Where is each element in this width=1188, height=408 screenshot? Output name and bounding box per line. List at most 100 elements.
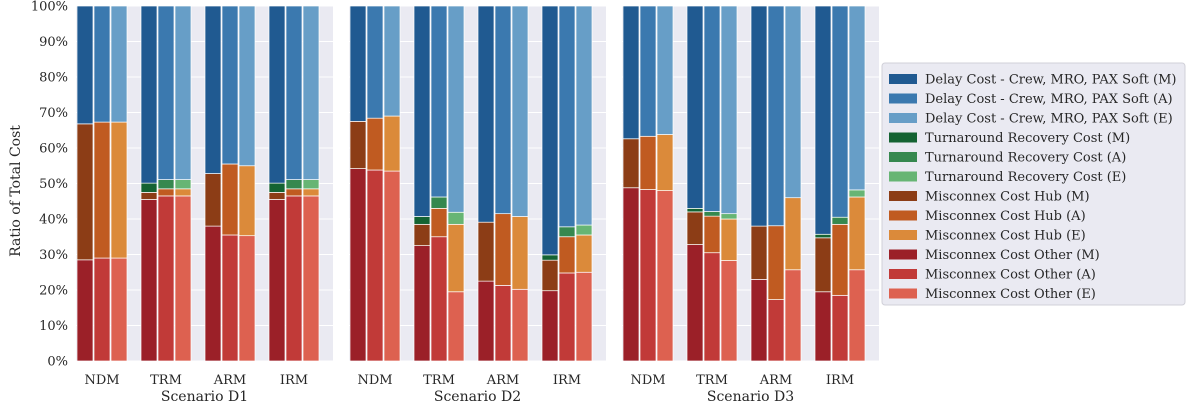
x-tick-label: IRM: [280, 373, 308, 388]
bar-segment-other-ndm-a: [93, 257, 111, 362]
bar-segment-hub-arm-a: [494, 213, 512, 286]
legend-entry: Misconnex Cost Hub (E): [889, 229, 1086, 244]
x-tick-label: ARM: [759, 373, 793, 388]
bar-segment-hub-ndm-m: [622, 138, 640, 189]
legend-entry: Delay Cost - Crew, MRO, PAX Soft (A): [889, 92, 1173, 107]
bar-segment-delay-arm-e: [784, 5, 802, 199]
legend-swatch: [889, 113, 917, 123]
bar-segment-delay-trm-m: [140, 5, 158, 184]
bar-segment-other-arm-m: [750, 279, 768, 362]
bar-segment-delay-ndm-m: [622, 5, 640, 140]
x-axis-title: Scenario D1: [161, 389, 248, 405]
bar-segment-delay-irm-a: [831, 5, 849, 218]
bar-segment-delay-arm-a: [221, 5, 239, 165]
y-tick-label: 0%: [47, 355, 68, 370]
legend: Delay Cost - Crew, MRO, PAX Soft (M) Dela…: [881, 62, 1186, 306]
legend-swatch: [889, 93, 917, 104]
bar-group-irm: [541, 5, 593, 362]
bar-segment-hub-arm-a: [221, 163, 239, 236]
x-tick-label: TRM: [696, 373, 728, 388]
y-tick-label: 50%: [39, 177, 68, 192]
bar-segment-hub-ndm-m: [349, 121, 367, 169]
bar-segment-other-arm-e: [238, 235, 256, 362]
bar-segment-other-ndm-e: [383, 170, 401, 362]
bar-segment-hub-ndm-a: [93, 121, 111, 259]
legend-entry: Misconnex Cost Other (A): [889, 268, 1096, 283]
bar-segment-delay-irm-e: [575, 5, 593, 226]
bar-segment-hub-trm-m: [140, 192, 158, 200]
legend-frame: [881, 62, 1186, 306]
bar-segment-other-irm-e: [848, 269, 866, 362]
bar-segment-turn-irm-m: [814, 233, 832, 239]
bar-segment-turn-trm-e: [447, 211, 465, 225]
bar-segment-other-irm-a: [285, 195, 303, 362]
bar-segment-hub-irm-e: [302, 188, 320, 197]
legend-swatch: [889, 269, 917, 279]
legend-label: Turnaround Recovery Cost (M): [925, 131, 1130, 146]
bar-segment-other-trm-e: [720, 260, 738, 362]
x-axis-title: Scenario D3: [707, 389, 794, 405]
bar-segment-hub-arm-m: [477, 221, 495, 282]
x-tick-label: ARM: [486, 373, 520, 388]
bar-segment-other-ndm-a: [366, 169, 384, 362]
bar-segment-turn-trm-e: [174, 179, 192, 190]
bar-segment-other-irm-m: [814, 291, 832, 362]
bar-segment-other-ndm-e: [110, 257, 128, 362]
bar-segment-hub-arm-m: [750, 225, 768, 280]
bar-segment-hub-ndm-e: [110, 121, 128, 259]
bar-segment-delay-trm-a: [430, 5, 448, 198]
legend-label: Misconnex Cost Hub (E): [925, 229, 1086, 244]
bar-segment-hub-trm-e: [447, 223, 465, 293]
x-tick-label: IRM: [553, 373, 581, 388]
legend-entry: Misconnex Cost Other (E): [889, 287, 1096, 302]
bar-segment-turn-trm-m: [686, 208, 704, 213]
bar-group-arm: [204, 5, 256, 362]
x-axis-title: Scenario D2: [434, 389, 521, 405]
bar-segment-delay-ndm-e: [110, 5, 128, 123]
bar-segment-turn-trm-e: [720, 213, 738, 220]
legend-swatch: [889, 210, 917, 221]
bar-segment-delay-ndm-a: [639, 5, 657, 137]
y-tick-label: 10%: [39, 319, 68, 334]
bar-group-arm: [750, 5, 802, 362]
panel-scenario-1: NDM TRM ARM IRM Scenario D1 0% 10% 20% 30% 40% 50%…: [31, 0, 333, 405]
bar-segment-other-ndm-m: [76, 259, 94, 362]
bar-segment-other-arm-a: [221, 234, 239, 362]
legend-swatch: [889, 132, 917, 143]
legend-swatch: [889, 288, 917, 299]
panel-scenario-3: NDM TRM ARM IRM Scenario D3: [622, 5, 879, 405]
bar-segment-other-trm-a: [703, 252, 721, 362]
bar-segment-turn-trm-m: [140, 182, 158, 193]
bar-segment-hub-trm-e: [720, 218, 738, 261]
bar-segment-hub-ndm-a: [366, 117, 384, 171]
bar-segment-delay-ndm-a: [93, 5, 111, 123]
bar-segment-delay-trm-e: [174, 5, 192, 180]
bar-group-trm: [686, 5, 738, 362]
legend-swatch: [889, 249, 917, 260]
bar-segment-delay-arm-m: [750, 5, 768, 227]
bar-segment-other-trm-a: [430, 236, 448, 362]
x-tick-label: NDM: [630, 373, 665, 388]
bar-segment-delay-irm-a: [285, 5, 303, 180]
bar-segment-other-trm-e: [174, 195, 192, 362]
y-tick-label: 80%: [39, 71, 68, 86]
bar-segment-other-arm-e: [784, 269, 802, 362]
bar-segment-delay-ndm-e: [656, 5, 674, 135]
legend-label: Turnaround Recovery Cost (A): [925, 151, 1126, 166]
y-tick-label: 90%: [39, 35, 68, 50]
bar-segment-hub-irm-a: [558, 236, 576, 274]
bar-segment-hub-trm-a: [430, 208, 448, 238]
bar-segment-other-trm-a: [157, 195, 175, 362]
bar-group-trm: [413, 5, 465, 362]
bar-segment-hub-ndm-e: [656, 134, 674, 191]
bar-group-irm: [814, 5, 866, 362]
bar-segment-delay-arm-a: [767, 5, 785, 227]
bar-segment-other-irm-a: [558, 272, 576, 362]
bar-segment-other-irm-e: [302, 195, 320, 362]
bar-segment-delay-arm-a: [494, 5, 512, 215]
legend-entry: Misconnex Cost Hub (A): [889, 209, 1086, 224]
legend-label: Delay Cost - Crew, MRO, PAX Soft (M): [925, 73, 1176, 88]
legend-label: Turnaround Recovery Cost (E): [925, 170, 1126, 185]
y-tick-label: 30%: [39, 248, 68, 263]
